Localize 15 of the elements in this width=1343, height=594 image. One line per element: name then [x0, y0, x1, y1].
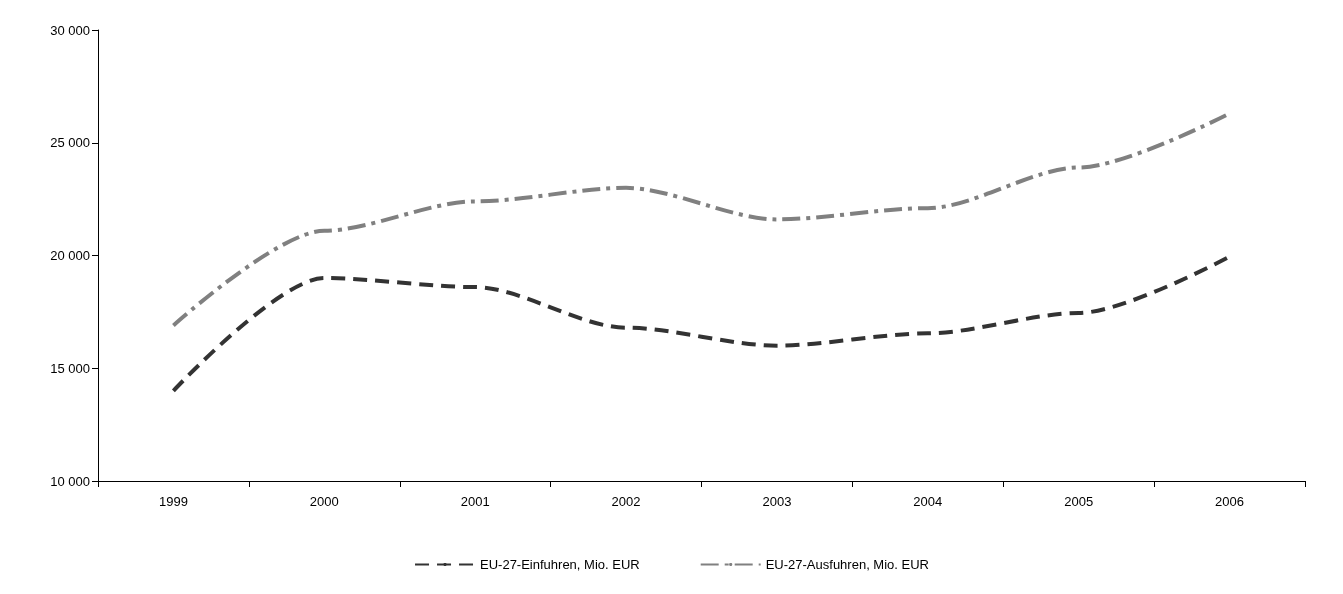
x-tick-label: 2002 [611, 494, 641, 509]
y-tick-label: 20 000 [50, 248, 90, 263]
y-tick-label: 25 000 [50, 135, 90, 151]
legend-label: EU-27-Einfuhren, Mio. EUR [480, 557, 640, 572]
x-tick-label: 2001 [460, 494, 490, 509]
x-tick-label: 2005 [1064, 494, 1094, 509]
x-tick-label: 2003 [762, 494, 792, 509]
x-tick-label: 2006 [1215, 494, 1245, 509]
y-tick-label: 10 000 [50, 473, 90, 489]
x-tick-label: 2000 [309, 494, 339, 509]
x-tick-label: 2004 [913, 494, 943, 509]
x-tick-label: 1999 [158, 494, 188, 509]
y-tick-label: 30 000 [50, 22, 90, 38]
legend-label: EU-27-Ausfuhren, Mio. EUR [765, 557, 929, 572]
y-tick-label: 15 000 [50, 360, 90, 376]
